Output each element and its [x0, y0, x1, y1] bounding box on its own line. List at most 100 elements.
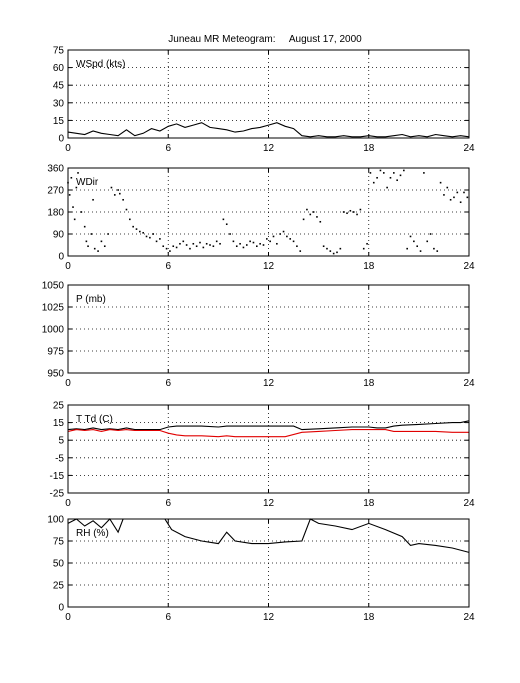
point-wdir [312, 211, 315, 213]
point-wdir [122, 198, 124, 201]
point-wdir [349, 209, 352, 212]
point-wdir [306, 208, 308, 211]
point-wdir [372, 181, 375, 184]
y-tick-label: -5 [55, 453, 64, 464]
x-tick-label: 12 [263, 498, 275, 509]
point-wdir [249, 240, 251, 243]
point-wdir [232, 240, 235, 243]
point-wdir [110, 186, 113, 189]
panel-label-wdir: WDir [76, 177, 99, 188]
point-wdir [159, 238, 161, 240]
point-wdir [219, 242, 221, 245]
point-wdir [463, 191, 465, 194]
point-wdir [80, 211, 83, 213]
x-tick-label: 6 [165, 612, 171, 623]
point-wdir [189, 247, 191, 250]
point-wdir [172, 245, 175, 248]
point-wdir [192, 242, 195, 245]
point-wdir [339, 247, 342, 250]
point-wdir [436, 250, 439, 252]
x-tick-label: 18 [363, 143, 375, 154]
y-tick-label: -15 [50, 471, 65, 482]
x-tick-label: 12 [263, 612, 275, 623]
point-wdir [403, 169, 405, 172]
point-wdir [389, 176, 392, 179]
point-wdir [72, 206, 74, 208]
point-wdir [276, 242, 278, 245]
point-wdir [209, 244, 211, 246]
point-wdir [225, 223, 228, 226]
panel-temp: -25 -15 -5 5 15 25 0 6 12 18 24 T Td (C) [50, 401, 475, 510]
x-tick-label: 0 [65, 261, 71, 272]
point-wdir [118, 192, 121, 195]
point-wdir [366, 242, 368, 245]
panel-rh: 0 25 50 75 100 0 6 12 18 24 RH (%) [47, 515, 475, 624]
point-wdir [259, 242, 261, 245]
point-wdir [145, 235, 148, 238]
y-tick-label: 100 [47, 515, 64, 526]
panel-wdir: 0 90 180 270 360 0 6 12 18 24 WDir [47, 164, 475, 273]
point-wdir [453, 196, 455, 199]
x-tick-label: 24 [463, 261, 475, 272]
point-wdir [443, 194, 445, 196]
y-tick-label: 25 [53, 401, 65, 412]
point-wdir [229, 233, 231, 235]
point-wdir [185, 244, 188, 246]
point-wdir [132, 225, 134, 228]
point-wdir [356, 213, 358, 216]
point-wdir [386, 186, 388, 189]
point-wdir [97, 250, 99, 252]
x-tick-label: 18 [363, 498, 375, 509]
y-tick-label: 975 [47, 347, 64, 358]
point-wdir [212, 245, 215, 248]
point-wdir [299, 250, 302, 252]
point-wdir [449, 198, 452, 201]
point-wdir [426, 240, 429, 243]
x-tick-label: 24 [463, 612, 475, 623]
x-tick-label: 6 [165, 378, 171, 389]
y-tick-label: 75 [53, 537, 65, 548]
panel-label-rh: RH (%) [76, 528, 109, 539]
y-tick-label: 75 [53, 46, 65, 57]
y-tick-label: 1050 [42, 281, 65, 292]
y-tick-label: 90 [53, 230, 65, 241]
y-tick-label: 60 [53, 63, 65, 74]
point-wdir [152, 233, 155, 235]
point-wdir [409, 235, 412, 238]
point-wdir [85, 240, 88, 243]
y-tick-label: 25 [53, 581, 65, 592]
point-wdir [149, 236, 151, 239]
panel-label-wspd: WSpd (kts) [76, 59, 125, 70]
point-wdir [70, 176, 73, 179]
point-wdir [87, 245, 89, 248]
point-wdir [332, 252, 335, 255]
point-wdir [379, 169, 382, 172]
point-wdir [416, 245, 419, 248]
point-wdir [222, 218, 225, 221]
point-wdir [279, 233, 281, 235]
point-wdir [73, 218, 76, 221]
point-wdir [289, 238, 292, 240]
point-wdir [195, 245, 198, 248]
y-tick-label: 950 [47, 369, 64, 380]
point-wdir [202, 246, 205, 249]
point-wdir [245, 244, 248, 246]
point-wdir [179, 242, 181, 245]
point-wdir [459, 201, 462, 204]
y-tick-label: 180 [47, 208, 64, 219]
point-wdir [296, 245, 298, 248]
point-wdir [292, 240, 295, 243]
x-tick-label: 6 [165, 143, 171, 154]
point-wdir [269, 240, 271, 243]
point-wdir [429, 233, 432, 235]
y-tick-label: 15 [53, 418, 65, 429]
point-wdir [125, 208, 128, 211]
point-wdir [439, 181, 442, 184]
x-tick-label: 12 [263, 261, 275, 272]
point-wdir [68, 194, 71, 196]
x-tick-label: 18 [363, 378, 375, 389]
point-wdir [139, 230, 141, 233]
point-wdir [286, 235, 288, 238]
point-wdir [235, 245, 238, 248]
